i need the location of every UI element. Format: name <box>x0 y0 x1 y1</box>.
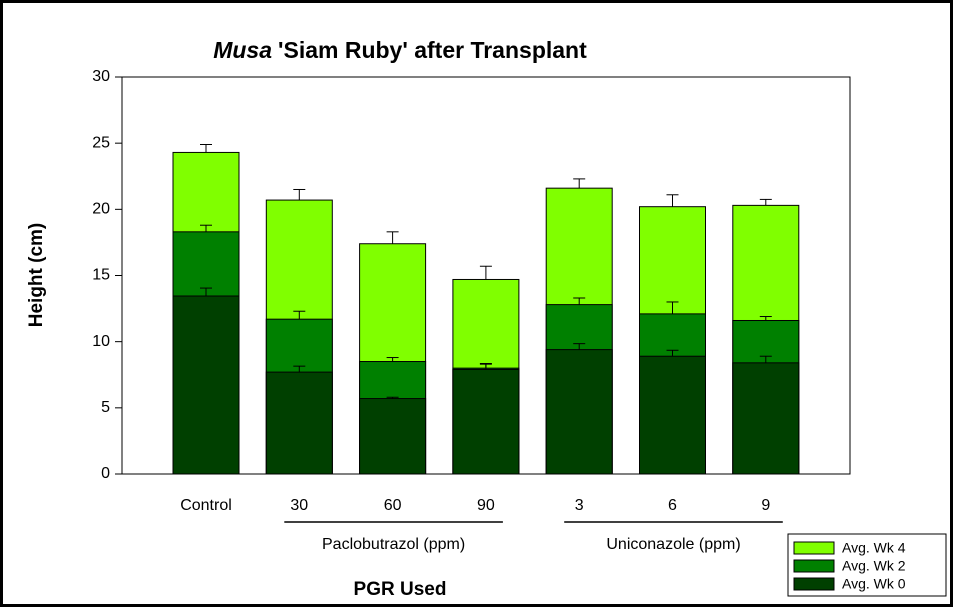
group-label: Uniconazole (ppm) <box>606 536 740 553</box>
title-italic: Musa <box>213 37 272 63</box>
bar <box>545 349 613 475</box>
bar <box>452 368 520 475</box>
y-tick-label: 20 <box>92 201 110 218</box>
y-tick-label: 5 <box>101 399 110 416</box>
x-tick-label: 6 <box>668 497 677 514</box>
bar <box>359 398 427 475</box>
x-tick-label: 9 <box>761 497 770 514</box>
group-label: Paclobutrazol (ppm) <box>322 536 465 553</box>
y-tick-label: 25 <box>92 134 110 151</box>
bar <box>732 362 800 475</box>
y-tick-label: 30 <box>92 68 110 85</box>
y-axis-title: Height (cm) <box>26 223 47 328</box>
legend-swatch <box>793 541 835 555</box>
x-tick-label: 90 <box>477 497 495 514</box>
legend-label: Avg. Wk 4 <box>842 540 906 556</box>
legend-swatch <box>793 559 835 573</box>
legend-swatch <box>793 577 835 591</box>
chart-title: Musa 'Siam Ruby' after Transplant <box>213 37 587 63</box>
x-tick-label: 30 <box>290 497 308 514</box>
x-tick-label: 60 <box>384 497 402 514</box>
legend-label: Avg. Wk 0 <box>842 576 906 592</box>
bar <box>265 371 333 475</box>
x-axis-title: PGR Used <box>354 579 447 600</box>
bar <box>172 295 240 475</box>
legend-label: Avg. Wk 2 <box>842 558 906 574</box>
y-tick-label: 0 <box>101 465 110 482</box>
x-tick-label: 3 <box>575 497 584 514</box>
title-rest: 'Siam Ruby' after Transplant <box>278 37 587 63</box>
y-tick-label: 15 <box>92 267 110 284</box>
bar <box>639 355 706 475</box>
y-tick-label: 10 <box>92 333 110 350</box>
x-tick-label: Control <box>180 497 232 514</box>
